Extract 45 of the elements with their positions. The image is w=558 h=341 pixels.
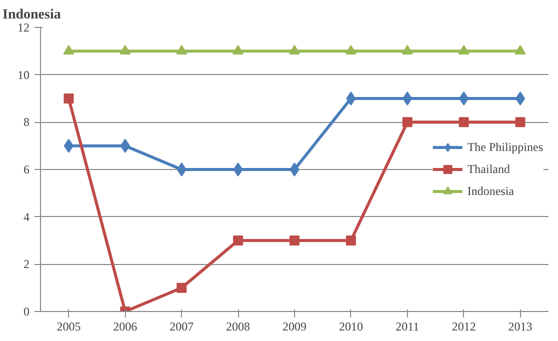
- point: [458, 117, 469, 128]
- point: [402, 44, 413, 55]
- point: [63, 44, 74, 55]
- point: [345, 44, 356, 55]
- x-tick-label: 2011: [396, 320, 420, 334]
- y-tick-label: 4: [24, 210, 30, 224]
- point: [176, 162, 186, 176]
- legend-label: Thailand: [467, 162, 510, 176]
- point: [289, 44, 300, 55]
- point: [402, 117, 412, 128]
- point: [515, 92, 526, 106]
- point: [402, 92, 412, 106]
- y-tick-label: 0: [24, 304, 30, 318]
- point: [120, 44, 131, 55]
- y-tick-label: 10: [18, 68, 30, 82]
- x-tick-label: 2007: [170, 320, 194, 334]
- point: [458, 44, 470, 55]
- y-tick-label: 6: [24, 162, 30, 176]
- point: [514, 44, 526, 55]
- point: [290, 236, 300, 246]
- y-tick-label: 8: [24, 115, 30, 130]
- x-tick-label: 2012: [452, 320, 476, 334]
- x-tick-label: 2005: [56, 320, 81, 334]
- point: [515, 117, 526, 128]
- point: [346, 236, 356, 246]
- chart-title: Indonesia: [2, 8, 61, 22]
- x-tick-label: 2013: [508, 320, 532, 334]
- x-tick-label: 2008: [226, 320, 250, 334]
- point: [290, 162, 300, 176]
- point: [64, 94, 74, 104]
- y-tick-label: 12: [18, 20, 30, 34]
- legend-label: Indonesia: [467, 184, 514, 198]
- point: [232, 44, 244, 55]
- point: [176, 44, 188, 55]
- x-tick-label: 2010: [338, 320, 363, 334]
- x-tick-label: 2006: [113, 320, 138, 334]
- legend-label: The Philippines: [467, 140, 543, 154]
- x-tick-label: 2009: [282, 320, 306, 334]
- point: [346, 92, 356, 106]
- point: [233, 236, 244, 246]
- point: [64, 138, 74, 153]
- y-tick-label: 2: [24, 257, 30, 272]
- point: [459, 92, 469, 106]
- point: [176, 282, 187, 293]
- point: [233, 162, 243, 176]
